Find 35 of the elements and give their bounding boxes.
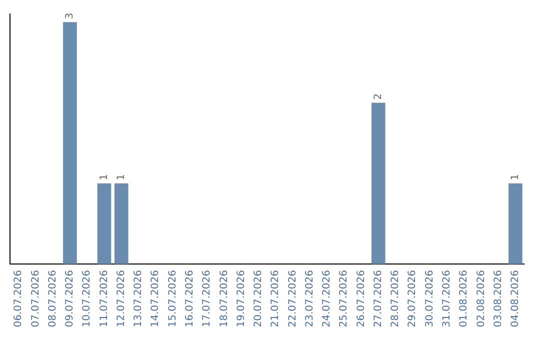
x-tick-label: 10.07.2026 [82, 270, 93, 328]
x-tick-label: 18.07.2026 [218, 270, 230, 328]
x-tick-label: 15.07.2026 [167, 270, 178, 328]
x-tick-label: 09.07.2026 [64, 270, 76, 328]
x-tick-label: 12.07.2026 [116, 270, 127, 328]
x-tick-label: 19.07.2026 [236, 270, 247, 328]
x-tick-label: 13.07.2026 [133, 270, 144, 328]
data-label: 1 [98, 174, 110, 180]
x-tick-label: 07.07.2026 [30, 270, 42, 328]
x-tick-label: 02.08.2026 [476, 270, 487, 328]
data-label: 2 [372, 93, 384, 100]
data-label: 3 [64, 12, 76, 20]
data-label: 1 [116, 174, 127, 180]
x-tick-label: 29.07.2026 [407, 270, 418, 328]
x-tick-label: 11.07.2026 [98, 270, 110, 328]
x-tick-label: 06.07.2026 [13, 270, 24, 328]
x-tick-label: 21.07.2026 [270, 270, 282, 328]
x-tick-label: 31.07.2026 [441, 270, 452, 328]
x-tick-label: 27.07.2026 [372, 270, 384, 328]
data-label: 1 [510, 174, 522, 180]
x-tick-label: 03.08.2026 [492, 270, 504, 328]
x-tick-label: 01.08.2026 [458, 270, 470, 328]
x-tick-label: 24.07.2026 [322, 270, 333, 328]
x-tick-label: 23.07.2026 [304, 270, 316, 328]
x-tick-label: 30.07.2026 [424, 270, 436, 328]
x-tick-label: 25.07.2026 [338, 270, 350, 328]
x-tick-label: 08.07.2026 [47, 270, 58, 328]
x-tick-label: 16.07.2026 [184, 270, 196, 328]
x-tick-label: 28.07.2026 [390, 270, 402, 328]
x-tick-label: 22.07.2026 [287, 270, 298, 328]
x-tick-label: 17.07.2026 [202, 270, 213, 328]
x-tick-label: 14.07.2026 [150, 270, 162, 328]
x-tick-label: 26.07.2026 [356, 270, 367, 328]
x-tick-label: 04.08.2026 [510, 270, 522, 328]
x-tick-label: 20.07.2026 [253, 270, 264, 328]
